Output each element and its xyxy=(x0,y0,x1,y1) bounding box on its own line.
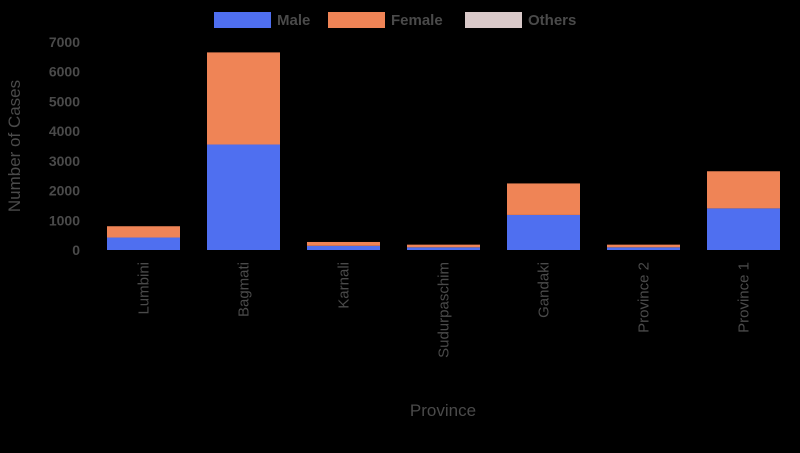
y-axis: 0 1000 2000 3000 4000 5000 6000 7000 xyxy=(49,34,80,258)
bar-female-1 xyxy=(207,52,280,145)
legend-swatch-male xyxy=(214,12,271,28)
bar-female-6 xyxy=(707,171,780,209)
bar-female-5 xyxy=(607,244,680,248)
bar-female-2 xyxy=(307,241,380,246)
y-tick-label: 6000 xyxy=(49,64,80,80)
x-axis-label: Province xyxy=(410,401,476,420)
bar-female-0 xyxy=(107,226,180,238)
legend-swatch-female xyxy=(328,12,385,28)
bar-male-2 xyxy=(307,245,380,250)
legend-label-female: Female xyxy=(391,12,443,29)
bar-male-4 xyxy=(507,214,580,250)
y-tick-label: 3000 xyxy=(49,153,80,169)
x-tick-label: Province 1 xyxy=(736,262,753,333)
bars xyxy=(107,52,780,250)
x-tick-label: Lumbini xyxy=(136,262,153,315)
x-tick-label: Bagmati xyxy=(236,262,253,317)
y-tick-label: 7000 xyxy=(49,34,80,50)
x-tick-label: Gandaki xyxy=(536,262,553,318)
bar-male-0 xyxy=(107,237,180,250)
bar-female-3 xyxy=(407,244,480,248)
y-tick-label: 5000 xyxy=(49,93,80,109)
legend-label-male: Male xyxy=(277,12,310,29)
y-tick-label: 2000 xyxy=(49,183,80,199)
bar-male-6 xyxy=(707,208,780,250)
legend-swatch-others xyxy=(465,12,522,28)
x-tick-label: Sudurpaschim xyxy=(436,262,453,358)
y-tick-label: 1000 xyxy=(49,212,80,228)
y-tick-label: 4000 xyxy=(49,123,80,139)
bar-female-4 xyxy=(507,183,580,215)
x-axis: Lumbini Bagmati Karnali Sudurpaschim Gandaki… xyxy=(136,262,753,358)
legend-label-others: Others xyxy=(528,12,576,29)
bar-male-3 xyxy=(407,247,480,250)
legend: Male Female Others xyxy=(214,12,576,29)
x-tick-label: Karnali xyxy=(336,262,353,309)
x-tick-label: Province 2 xyxy=(636,262,653,333)
y-tick-label: 0 xyxy=(72,242,80,258)
bar-male-1 xyxy=(207,144,280,250)
bar-male-5 xyxy=(607,247,680,250)
y-axis-label: Number of Cases xyxy=(5,80,24,212)
